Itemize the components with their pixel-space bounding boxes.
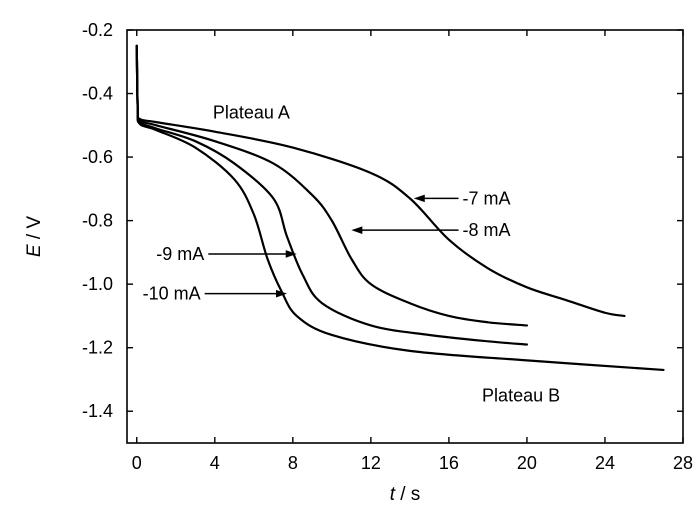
annotation-label: Plateau A: [213, 103, 290, 123]
y-tick-label: -0.6: [82, 147, 113, 167]
x-tick-label: 16: [439, 453, 459, 473]
annotation-layer: Plateau A Plateau B -7 mA -8 mA -9 mA -10 mA: [143, 103, 561, 406]
series-line-9ma: [135, 44, 529, 346]
x-tick-label: 20: [517, 453, 537, 473]
y-tick-label: -1.4: [82, 401, 113, 421]
annotation-label: -8 mA: [463, 220, 511, 240]
annotation-arrow-head: [351, 226, 363, 234]
x-axis-unit: / s: [395, 484, 420, 505]
x-tick-label: 24: [595, 453, 615, 473]
x-axis-title: t / s: [390, 484, 421, 505]
y-tick-label: -0.2: [82, 20, 113, 40]
annotation-label: -10 mA: [143, 284, 201, 304]
plot-frame: [126, 29, 684, 444]
axes-layer: 0 4 8 12 16 20 24 28 -0.2 -0.4 -0.6 -0.8 -1.0 -1.2 -1.…: [82, 20, 693, 473]
y-axis-unit: / V: [24, 216, 45, 245]
x-tick-label: 28: [673, 453, 693, 473]
y-tick-label: -0.4: [82, 84, 113, 104]
y-tick-label: -1.0: [82, 274, 113, 294]
annotation-label: -7 mA: [463, 188, 511, 208]
series-line-8ma: [135, 44, 529, 327]
annotation-arrow-head: [413, 194, 425, 203]
annotation-label: Plateau B: [482, 385, 560, 405]
annotation-arrow-head: [275, 289, 287, 298]
annotation-arrow-head: [285, 250, 297, 258]
x-tick-label: 0: [132, 453, 142, 473]
x-tick-label: 8: [288, 453, 298, 473]
series-line-7ma: [135, 44, 626, 318]
x-tick-label: 4: [210, 453, 220, 473]
annotation-label: -9 mA: [156, 244, 204, 264]
y-axis-variable: E: [24, 244, 45, 257]
y-tick-label: -1.2: [82, 338, 113, 358]
series-layer: [135, 44, 665, 372]
x-tick-label: 12: [361, 453, 381, 473]
series-line-10ma: [135, 44, 665, 372]
y-axis-title: E / V: [24, 216, 45, 258]
x-axis-variable: t: [390, 484, 396, 505]
y-tick-label: -0.8: [82, 211, 113, 231]
